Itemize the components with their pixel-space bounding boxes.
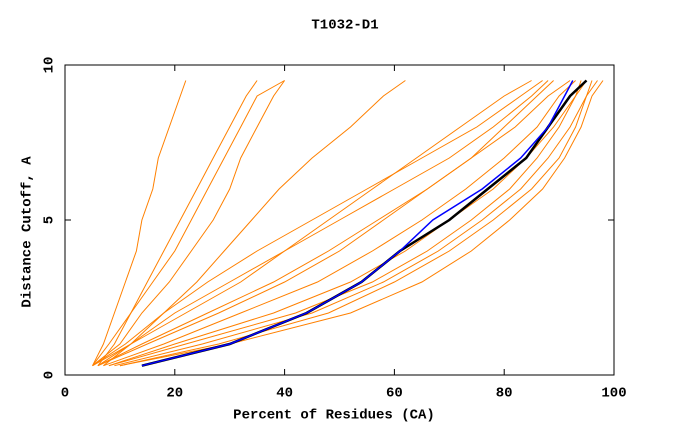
series-line — [119, 80, 604, 367]
x-tick-label: 60 — [386, 386, 403, 402]
series-line — [92, 80, 285, 367]
series-line — [92, 80, 286, 367]
y-tick-label: 5 — [42, 216, 58, 224]
x-tick-label: 40 — [276, 386, 293, 402]
series-line — [103, 80, 576, 367]
series-line — [114, 80, 598, 367]
series-line — [141, 80, 574, 367]
x-axis-label: Percent of Residues (CA) — [233, 408, 435, 424]
series-line — [92, 80, 187, 366]
series-line — [92, 80, 532, 367]
chart-title: T1032-D1 — [311, 18, 378, 34]
series-line — [92, 80, 543, 367]
series-line — [97, 80, 571, 367]
x-tick-label: 20 — [166, 386, 183, 402]
series-line — [103, 80, 406, 367]
x-tick-label: 0 — [61, 386, 69, 402]
x-tick-label: 80 — [496, 386, 513, 402]
y-axis-label: Distance Cutoff, A — [20, 156, 36, 308]
series-line — [97, 80, 554, 367]
y-tick-label: 10 — [42, 57, 58, 74]
y-tick-label: 0 — [42, 371, 58, 379]
x-tick-label: 100 — [601, 386, 626, 402]
series-line — [97, 80, 549, 367]
series-line — [108, 80, 582, 367]
series-line — [97, 80, 258, 367]
series-line — [108, 80, 587, 367]
series-line — [119, 80, 593, 367]
